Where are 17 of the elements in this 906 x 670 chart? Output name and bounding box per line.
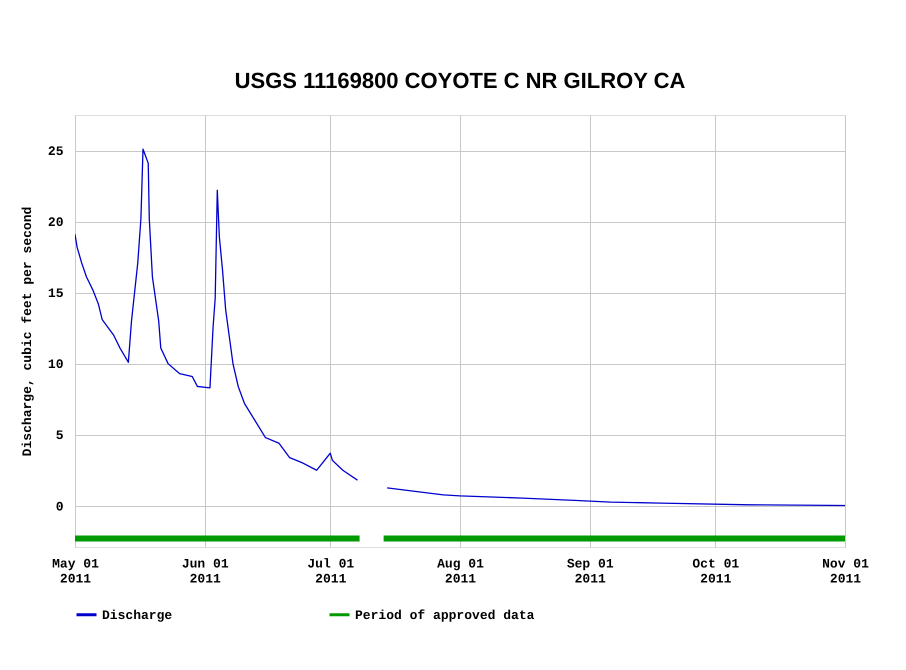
x-tick-label: May 01 2011 (52, 556, 100, 586)
y-tick-label: 25 (48, 144, 64, 160)
y-tick-label: 0 (56, 499, 64, 514)
chart-title: USGS 11169800 COYOTE C NR GILROY CA (234, 68, 686, 93)
legend-label: Discharge (102, 608, 172, 623)
legend-label: Period of approved data (355, 608, 535, 623)
y-tick-label: 5 (56, 428, 64, 444)
x-tick-label: Jun 01 2011 (182, 556, 229, 586)
x-tick-label: Jul 01 2011 (307, 556, 354, 586)
x-tick-label: Nov 01 2011 (822, 556, 870, 586)
x-tick-label: Sep 01 2011 (566, 556, 614, 586)
x-tick-label: Aug 01 2011 (437, 556, 484, 586)
y-tick-label: 20 (48, 215, 64, 230)
x-tick-label: Oct 01 2011 (692, 556, 740, 586)
y-tick-label: 15 (48, 286, 64, 302)
y-axis-title: Discharge, cubic feet per second (20, 206, 35, 456)
y-tick-label: 10 (48, 357, 64, 372)
